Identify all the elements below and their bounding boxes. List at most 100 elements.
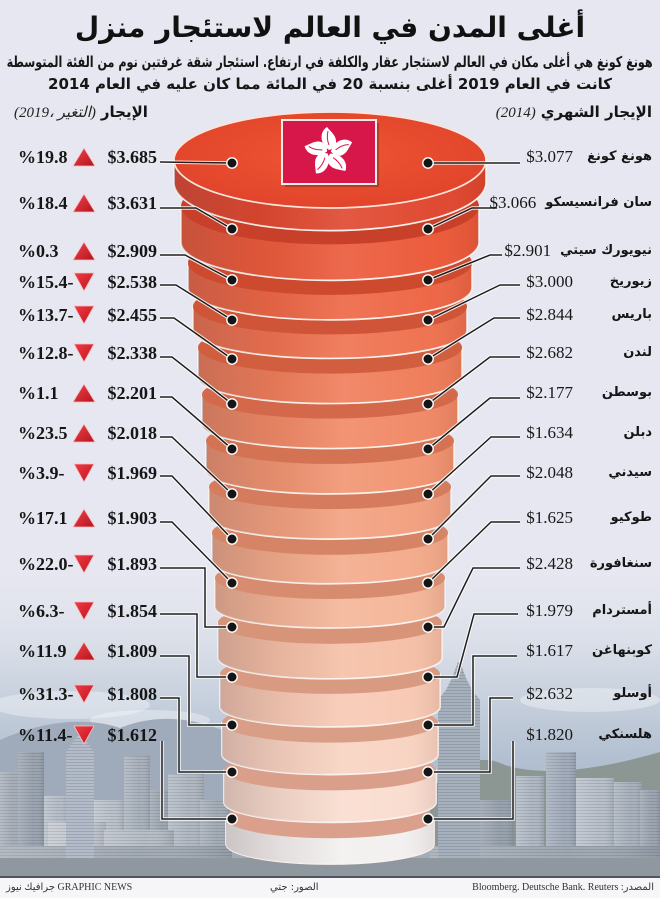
- leader-line: [427, 317, 520, 360]
- city-name: لندن: [623, 345, 652, 360]
- rent-2019: $2.201: [107, 383, 158, 403]
- triangle-up-icon: [72, 641, 96, 661]
- rent-2014: $2.632: [526, 684, 573, 703]
- change-percent: %31.3-: [18, 684, 74, 704]
- leader-line: [160, 521, 233, 584]
- right-row: لندن $2.682: [526, 341, 652, 365]
- disc-stack: [173, 111, 487, 865]
- change-percent: %13.7-: [18, 305, 74, 325]
- triangle-down-icon: [72, 463, 96, 483]
- rent-2019: $1.903: [107, 508, 158, 528]
- hong-kong-flag-icon: [281, 119, 379, 187]
- photo-edge: [0, 876, 660, 878]
- leader-line: [428, 655, 517, 726]
- leader-dot: [422, 223, 434, 235]
- leader-dot: [226, 766, 238, 778]
- right-row: بوسطن $2.177: [526, 381, 652, 405]
- leader-dot: [226, 488, 238, 500]
- city-name: سان فرانسيسكو: [545, 195, 652, 210]
- change-percent: %0.3: [18, 241, 59, 261]
- change-percent: %11.4-: [18, 725, 73, 745]
- change-percent: %23.5: [18, 423, 68, 443]
- right-row: هلسنكي $1.820: [526, 723, 652, 747]
- waterfront: [0, 858, 660, 877]
- rent-2014: $2.682: [526, 343, 573, 362]
- subtitle-line-1: هونغ كونغ هي أغلى مكان في العالم لاستئجا…: [6, 53, 654, 71]
- leader-line: [160, 356, 233, 405]
- rent-2019: $3.685: [107, 147, 158, 167]
- city-name: دبلن: [623, 425, 652, 440]
- leader-dot: [422, 766, 434, 778]
- right-row: كوبنهاغن $1.617: [526, 639, 652, 663]
- leader-dot: [422, 488, 434, 500]
- change-percent: %17.1: [18, 508, 68, 528]
- rent-2019: $1.809: [107, 641, 158, 661]
- right-row: باريس $2.844: [526, 303, 652, 327]
- rent-2014: $2.844: [526, 305, 573, 324]
- leader-dot: [422, 719, 434, 731]
- subtitle-line-1-container: هونغ كونغ هي أغلى مكان في العالم لاستئجا…: [0, 51, 660, 73]
- leader-line: [428, 741, 514, 820]
- leader-dot: [422, 274, 434, 286]
- disc: [173, 111, 487, 232]
- leader-dot: [422, 577, 434, 589]
- leader-dot: [422, 443, 434, 455]
- subtitle-line-2-container: كانت في العام 2019 أغلى بنسبة 20 في الما…: [0, 73, 660, 95]
- leader-line: [160, 436, 233, 495]
- left-row: %15.4- $2.538: [0, 270, 160, 294]
- left-header-note: (2019، التغير): [14, 105, 96, 121]
- tower-right-windows: [438, 662, 480, 878]
- rent-2014: $2.177: [526, 383, 573, 402]
- triangle-down-icon: [72, 684, 96, 704]
- leader-line: [159, 161, 233, 164]
- leader-line: [160, 475, 233, 540]
- leader-dot: [422, 671, 434, 683]
- footer-photo-credit: الصور: جتي: [270, 882, 319, 893]
- left-row: %19.8 $3.685: [0, 145, 160, 169]
- city-name: أمستردام: [592, 603, 652, 618]
- rent-2019: $1.612: [107, 725, 158, 745]
- rent-2019: $1.893: [107, 554, 158, 574]
- leader-dot: [226, 621, 238, 633]
- triangle-down-icon: [72, 554, 96, 574]
- city-name: هلسنكي: [598, 727, 652, 742]
- rent-2019: $1.854: [107, 601, 158, 621]
- leader-line: [160, 207, 233, 230]
- leader-line: [427, 254, 502, 281]
- right-row: سنغافورة $2.428: [526, 552, 652, 576]
- leader-dot: [226, 443, 238, 455]
- triangle-up-icon: [72, 193, 96, 213]
- triangle-up-icon: [72, 241, 96, 261]
- leader-line: [427, 207, 497, 230]
- change-percent: %6.3-: [18, 601, 65, 621]
- leader-line: [160, 284, 233, 321]
- leader-line: [427, 475, 520, 540]
- left-row: %11.4- $1.612: [0, 723, 160, 747]
- leader-line: [428, 567, 520, 628]
- left-row: %0.3 $2.909: [0, 239, 160, 263]
- leader-line: [427, 521, 520, 584]
- rent-2019: $2.338: [107, 343, 158, 363]
- left-row: %13.7- $2.455: [0, 303, 160, 327]
- leader-line-halo: [428, 741, 515, 821]
- leader-line: [427, 284, 520, 321]
- city-name: كوبنهاغن: [592, 643, 652, 658]
- right-row: هونغ كونغ $3.077: [526, 145, 652, 169]
- rent-2019: $2.018: [107, 423, 158, 443]
- right-header-note: (2014): [495, 105, 536, 121]
- leader-line: [428, 613, 518, 678]
- footer-credit: GRAPHIC NEWS جرافيك نيوز: [6, 882, 133, 893]
- city-name: نيويورك سيتي: [560, 243, 652, 258]
- rent-2019: $1.969: [107, 463, 158, 483]
- change-percent: %3.9-: [18, 463, 65, 483]
- left-row: %12.8- $2.338: [0, 341, 160, 365]
- city-name: طوكيو: [610, 510, 652, 525]
- change-percent: %1.1: [18, 383, 59, 403]
- right-row: زيوريخ $3.000: [526, 270, 652, 294]
- leader-line: [160, 697, 232, 773]
- rent-2014: $3.066: [489, 193, 537, 212]
- right-row: نيويورك سيتي $2.901: [504, 239, 652, 263]
- rent-2014: $1.820: [526, 725, 573, 744]
- right-row: أوسلو $2.632: [526, 682, 652, 706]
